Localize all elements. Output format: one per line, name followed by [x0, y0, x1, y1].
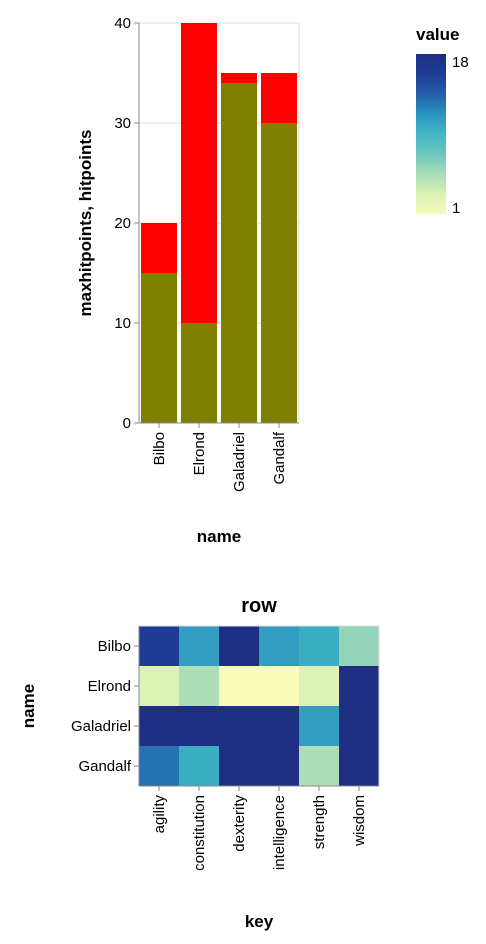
heatmap-cell-galadriel-constitution [179, 706, 219, 746]
heatmap-cell-galadriel-intelligence [259, 706, 299, 746]
y-tick-label: 30 [114, 115, 131, 132]
heatmap-cell-bilbo-intelligence [259, 626, 299, 666]
heatmap-cell-bilbo-agility [139, 626, 179, 666]
heatmap-x-tick-label: wisdom [351, 795, 368, 847]
bar-galadriel-hitpoints [221, 83, 257, 423]
heatmap-cell-elrond-wisdom [339, 666, 379, 706]
heatmap-cell-bilbo-strength [299, 626, 339, 666]
heatmap-title: row [241, 595, 277, 617]
y-tick-label: 10 [114, 315, 131, 332]
bar-elrond-hitpoints [181, 323, 217, 423]
heatmap-y-axis-title: name [19, 684, 38, 728]
bar-bilbo-hitpoints [141, 273, 177, 423]
y-tick-label: 40 [114, 15, 131, 32]
legend-title: value [416, 25, 459, 44]
heatmap-cell-gandalf-agility [139, 746, 179, 786]
heatmap-chart: row Bilbo Elrond Galadriel Gandalf agility con… [19, 595, 380, 931]
heatmap-cell-galadriel-strength [299, 706, 339, 746]
heatmap-x-axis-title: key [245, 912, 274, 931]
heatmap-y-tick-label: Bilbo [98, 638, 131, 655]
heatmap-cell-gandalf-constitution [179, 746, 219, 786]
x-tick-label: Gandalf [271, 431, 288, 484]
heatmap-cell-galadriel-agility [139, 706, 179, 746]
heatmap-cell-bilbo-constitution [179, 626, 219, 666]
x-axis-title: name [197, 527, 241, 546]
bar-gandalf-hitpoints [261, 123, 297, 423]
heatmap-cell-gandalf-wisdom [339, 746, 379, 786]
heatmap-cell-galadriel-wisdom [339, 706, 379, 746]
heatmap-x-tick-label: intelligence [271, 795, 288, 870]
legend-min-label: 1 [452, 200, 460, 217]
x-tick-label: Elrond [191, 432, 208, 475]
y-axis-title: maxhitpoints, hitpoints [76, 130, 95, 317]
heatmap-cell-elrond-agility [139, 666, 179, 706]
heatmap-cell-gandalf-intelligence [259, 746, 299, 786]
heatmap-cell-elrond-constitution [179, 666, 219, 706]
y-tick-label: 0 [123, 415, 131, 432]
heatmap-cell-elrond-strength [299, 666, 339, 706]
legend-max-label: 18 [452, 54, 469, 71]
x-tick-label: Bilbo [151, 432, 168, 465]
heatmap-cell-bilbo-dexterity [219, 626, 259, 666]
y-tick-label: 20 [114, 215, 131, 232]
x-tick-label: Galadriel [231, 432, 248, 492]
heatmap-cell-gandalf-dexterity [219, 746, 259, 786]
heatmap-x-tick-label: constitution [191, 795, 208, 871]
heatmap-cell-gandalf-strength [299, 746, 339, 786]
heatmap-x-tick-label: strength [311, 795, 328, 849]
heatmap-y-tick-label: Elrond [88, 678, 131, 695]
heatmap-y-tick-label: Gandalf [78, 758, 131, 775]
color-legend: value 18 1 [416, 25, 469, 217]
heatmap-cell-galadriel-dexterity [219, 706, 259, 746]
heatmap-x-tick-label: dexterity [231, 795, 248, 852]
legend-gradient-bar [416, 54, 446, 214]
heatmap-cell-elrond-dexterity [219, 666, 259, 706]
heatmap-y-tick-label: Galadriel [71, 718, 131, 735]
heatmap-cell-elrond-intelligence [259, 666, 299, 706]
heatmap-cell-bilbo-wisdom [339, 626, 379, 666]
bar-chart: 0 10 20 30 40 Bilbo Elrond Galadriel Gandalf name… [76, 15, 300, 546]
heatmap-x-tick-label: agility [151, 795, 168, 834]
